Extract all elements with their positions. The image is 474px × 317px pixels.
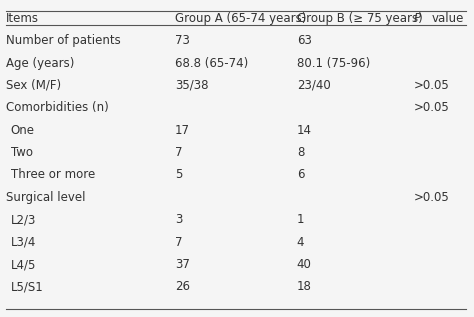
Text: 73: 73 xyxy=(175,34,190,47)
Text: 80.1 (75-96): 80.1 (75-96) xyxy=(297,56,370,69)
Text: 68.8 (65-74): 68.8 (65-74) xyxy=(175,56,248,69)
Text: Group A (65-74 years): Group A (65-74 years) xyxy=(175,12,306,25)
Text: Group B (≥ 75 years): Group B (≥ 75 years) xyxy=(297,12,423,25)
Text: L2/3: L2/3 xyxy=(11,213,36,226)
Text: 18: 18 xyxy=(297,281,312,294)
Text: 7: 7 xyxy=(175,146,182,159)
Text: Items: Items xyxy=(6,12,39,25)
Text: Surgical level: Surgical level xyxy=(6,191,86,204)
Text: 17: 17 xyxy=(175,124,190,137)
Text: 14: 14 xyxy=(297,124,312,137)
Text: L3/4: L3/4 xyxy=(11,236,36,249)
Text: 35/38: 35/38 xyxy=(175,79,209,92)
Text: L5/S1: L5/S1 xyxy=(11,281,44,294)
Text: 1: 1 xyxy=(297,213,304,226)
Text: 37: 37 xyxy=(175,258,190,271)
Text: 63: 63 xyxy=(297,34,312,47)
Text: L4/5: L4/5 xyxy=(11,258,36,271)
Text: 5: 5 xyxy=(175,169,182,182)
Text: 4: 4 xyxy=(297,236,304,249)
Text: >0.05: >0.05 xyxy=(414,79,450,92)
Text: One: One xyxy=(11,124,35,137)
Text: 23/40: 23/40 xyxy=(297,79,330,92)
Text: Sex (M/F): Sex (M/F) xyxy=(6,79,61,92)
Text: >0.05: >0.05 xyxy=(414,191,450,204)
Text: Number of patients: Number of patients xyxy=(6,34,121,47)
Text: value: value xyxy=(432,12,464,25)
Text: Age (years): Age (years) xyxy=(6,56,74,69)
Text: 7: 7 xyxy=(175,236,182,249)
Text: 40: 40 xyxy=(297,258,312,271)
Text: 26: 26 xyxy=(175,281,190,294)
Text: Comorbidities (n): Comorbidities (n) xyxy=(6,101,109,114)
Text: 3: 3 xyxy=(175,213,182,226)
Text: Three or more: Three or more xyxy=(11,169,95,182)
Text: Two: Two xyxy=(11,146,33,159)
Text: 6: 6 xyxy=(297,169,304,182)
Text: >0.05: >0.05 xyxy=(414,101,450,114)
Text: 8: 8 xyxy=(297,146,304,159)
Text: P: P xyxy=(414,12,421,25)
